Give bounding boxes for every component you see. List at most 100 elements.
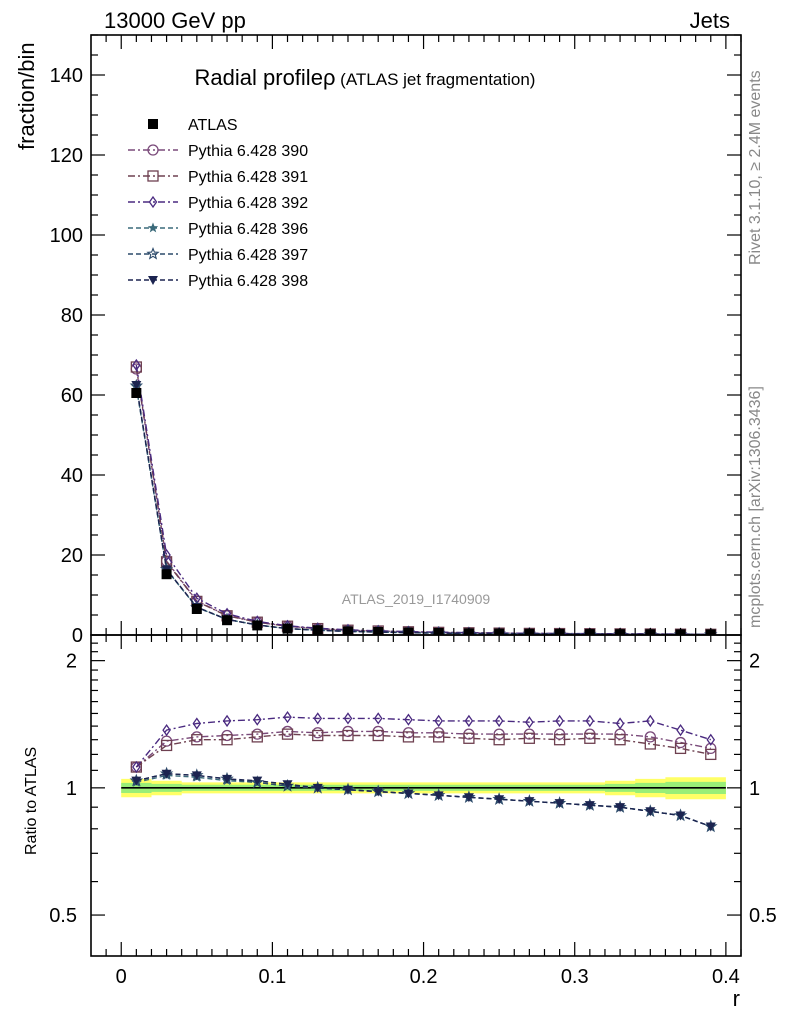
ratio-data-point	[584, 732, 596, 744]
legend-marker	[147, 170, 159, 182]
ratio-data-point	[585, 714, 595, 728]
ratio-data-point	[705, 822, 716, 832]
main-y-tick-label: 20	[61, 545, 83, 567]
legend-marker	[148, 276, 158, 285]
ratio-data	[121, 711, 726, 833]
ratio-y-tick-label: 2	[66, 651, 77, 673]
main-y-tick-label: 0	[72, 625, 83, 647]
ratio-y-tick-label: 0.5	[49, 905, 77, 927]
x-tick-label: 0.4	[712, 966, 740, 988]
ratio-data-point	[373, 712, 383, 725]
x-tick-label: 0.3	[561, 966, 589, 988]
ratio-data-point	[494, 714, 504, 728]
legend-label: Pythia 6.428 396	[188, 221, 308, 238]
ratio-data-point	[281, 728, 294, 740]
main-data-point	[252, 620, 263, 631]
ratio-data-point	[252, 776, 263, 786]
ratio-data-point	[706, 733, 716, 746]
main-y-tick-label: 80	[61, 305, 83, 327]
ratio-data-point	[674, 736, 687, 749]
ratio-data-point	[372, 729, 384, 742]
ratio-data-point	[463, 793, 474, 803]
ratio-y-tick-label-right: 0.5	[749, 905, 777, 927]
x-tick-label: 0.2	[410, 966, 438, 988]
ratio-data-point	[494, 795, 505, 805]
ratio-y-tick-label: 1	[66, 778, 77, 800]
legend-marker	[146, 246, 160, 260]
ratio-data-point	[705, 748, 717, 761]
ratio-data-point	[132, 760, 141, 774]
ratio-data-point	[402, 731, 415, 743]
main-data-point	[222, 615, 233, 626]
ratio-data-point	[342, 729, 354, 742]
x-tick-label: 0	[116, 966, 127, 988]
legend-label: ATLAS	[188, 117, 238, 134]
ratio-data-point	[191, 771, 202, 781]
ratio-data-point	[433, 731, 445, 743]
ratio-series-line	[135, 716, 712, 768]
ratio-plot	[121, 711, 726, 833]
ratio-data-point	[161, 769, 172, 779]
ratio-data-point	[705, 742, 717, 755]
ratio-data-point	[554, 799, 565, 809]
ratio-data-point	[614, 734, 626, 746]
ratio-data-point	[676, 723, 685, 737]
ratio-data-point	[675, 811, 686, 821]
ratio-data-point	[222, 714, 232, 728]
ratio-data-point	[222, 774, 233, 784]
main-y-tick-label: 100	[50, 225, 83, 247]
ratio-data-point	[644, 731, 656, 743]
header-left: 13000 GeV pp	[104, 8, 246, 33]
legend-label: Pythia 6.428 391	[188, 169, 308, 186]
legend-label: Pythia 6.428 390	[188, 143, 308, 160]
ratio-data-point	[493, 734, 505, 746]
legend-marker	[147, 222, 159, 233]
ratio-data-point	[131, 776, 142, 786]
ratio-series-line	[136, 772, 712, 828]
main-data-point	[131, 381, 142, 390]
ratio-data-point	[192, 717, 202, 730]
ratio-data-point	[523, 732, 536, 744]
mcplots-label: mcplots.cern.ch [arXiv:1306.3436]	[747, 386, 764, 628]
legend-marker	[148, 119, 158, 129]
ratio-y-tick-label-right: 1	[749, 778, 760, 800]
ratio-data-point	[404, 713, 413, 726]
main-data-point	[161, 569, 172, 580]
ratio-data-point	[403, 789, 414, 799]
main-y-tick-label: 60	[61, 385, 83, 407]
ratio-data-point	[615, 803, 626, 813]
header-right: Jets	[690, 8, 730, 33]
ratio-data-point	[312, 729, 324, 742]
ratio-data-point	[645, 807, 656, 817]
x-axis-label: r	[733, 986, 740, 1011]
ratio-data-point	[252, 713, 262, 726]
ratio-data-point	[433, 791, 444, 801]
main-data-point	[131, 388, 142, 398]
rivet-version-label: Rivet 3.1.10, ≥ 2.4M events	[747, 70, 764, 265]
main-y-tick-label: 140	[50, 65, 83, 87]
ratio-data-point	[221, 734, 233, 746]
ratio-data-point	[584, 801, 595, 811]
ratio-data-point	[160, 739, 173, 752]
ratio-data-point	[553, 734, 566, 746]
ratio-data-point	[313, 712, 323, 725]
legend-label: Pythia 6.428 397	[188, 247, 308, 264]
axes: 0 20 40 60 80 100 120 140 0 0.1 0.2 0.3 0.4 0.5 0.5 1 1 2…	[49, 34, 777, 988]
main-data-point	[130, 361, 142, 373]
legend-label: Pythia 6.428 392	[188, 195, 308, 212]
ratio-data-point	[524, 797, 535, 807]
ratio-data-point	[191, 734, 203, 746]
ratio-data-point	[646, 714, 655, 728]
ratio-data-point	[464, 714, 474, 728]
ratio-y-axis-label: Ratio to ATLAS	[23, 747, 40, 855]
ratio-data-point	[555, 714, 564, 728]
legend-label: Pythia 6.428 398	[188, 273, 308, 290]
ratio-data-point	[525, 716, 534, 729]
ratio-data-point	[674, 742, 687, 755]
main-y-tick-label: 120	[50, 145, 83, 167]
legend-marker	[148, 195, 158, 209]
ratio-data-point	[463, 732, 475, 744]
x-tick-label: 0.1	[258, 966, 286, 988]
ratio-data-point	[434, 714, 443, 728]
ratio-data-point	[251, 731, 263, 743]
